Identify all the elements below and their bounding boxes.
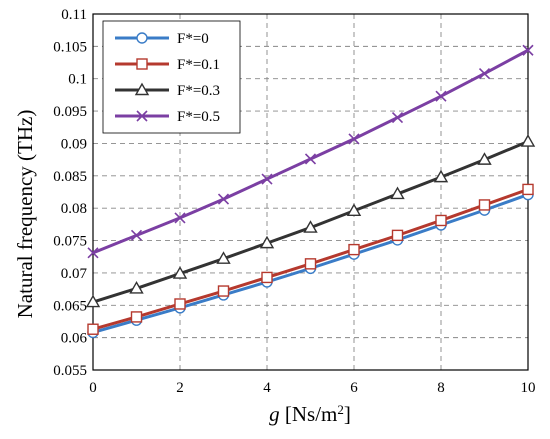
tick-labels: 0.055 0.06 0.065 0.07 0.075 0.08 0.085 0.09 0.09… — [53, 7, 535, 396]
series-layer — [85, 44, 536, 339]
x-tick-label: 2 — [176, 380, 184, 396]
data-point — [477, 152, 492, 165]
series-2 — [85, 134, 536, 308]
data-point — [391, 111, 404, 124]
data-point — [435, 90, 447, 102]
legend-box — [102, 20, 241, 134]
x-axis-variable: g — [269, 402, 280, 426]
data-point — [130, 229, 143, 241]
x-tick-label: 6 — [350, 380, 358, 396]
legend-label: F*=0.3 — [177, 83, 220, 99]
data-point — [87, 247, 99, 259]
legend-marker — [134, 82, 150, 96]
x-axis-unit-exponent: 2 — [337, 402, 344, 417]
x-tick-label: 10 — [521, 380, 536, 396]
x-tick-label: 0 — [89, 380, 97, 396]
y-tick-label: 0.075 — [53, 234, 87, 250]
data-point — [522, 44, 534, 56]
data-point — [478, 67, 491, 80]
y-tick-label: 0.08 — [61, 201, 87, 217]
data-point — [522, 183, 534, 196]
legend-label: F*=0 — [177, 31, 209, 47]
series-3 — [87, 44, 534, 259]
y-tick-label: 0.105 — [53, 39, 87, 55]
x-axis-unit: [Ns/m — [280, 402, 338, 426]
data-point — [390, 186, 405, 200]
data-point — [346, 203, 362, 216]
data-point — [261, 271, 273, 284]
data-point — [129, 281, 144, 294]
legend: F*=0 F*=0.1 F*=0.3 F*=0.5 — [102, 20, 241, 134]
legend-marker — [136, 110, 148, 122]
y-axis-label: Natural frequency (THz) — [13, 110, 37, 319]
y-tick-label: 0.1 — [68, 72, 87, 88]
y-tick-label: 0.065 — [53, 298, 87, 314]
data-point — [348, 243, 360, 256]
legend-item: F*=0.5 — [115, 109, 220, 125]
y-tick-label: 0.095 — [53, 104, 87, 120]
legend-label: F*=0.1 — [177, 57, 220, 73]
y-tick-label: 0.11 — [61, 7, 87, 23]
data-point — [304, 153, 317, 165]
data-point — [261, 173, 273, 185]
x-tick-label: 4 — [263, 380, 271, 396]
data-point — [433, 169, 449, 183]
legend-label: F*=0.5 — [177, 109, 220, 125]
y-tick-label: 0.055 — [53, 363, 87, 379]
y-tick-label: 0.06 — [61, 331, 88, 347]
data-point — [435, 214, 447, 227]
data-point — [130, 311, 143, 323]
y-tick-label: 0.07 — [61, 266, 88, 282]
legend-item: F*=0.3 — [115, 82, 220, 99]
data-point — [259, 235, 275, 249]
legend-marker — [136, 32, 148, 44]
x-tick-label: 8 — [437, 380, 445, 396]
data-point — [216, 251, 231, 264]
y-tick-label: 0.09 — [61, 136, 87, 152]
data-point — [172, 266, 188, 279]
data-point — [174, 212, 186, 224]
data-point — [217, 193, 230, 205]
y-tick-label: 0.085 — [53, 169, 87, 185]
data-point — [303, 220, 318, 233]
data-point — [174, 298, 186, 310]
data-point — [87, 323, 99, 335]
data-point — [391, 229, 404, 242]
data-point — [520, 134, 536, 147]
x-axis-label: g [Ns/m2] — [269, 402, 351, 427]
legend-item: F*=0.1 — [115, 57, 220, 73]
data-point — [304, 258, 317, 270]
data-point — [217, 285, 230, 297]
series-1 — [87, 183, 534, 335]
data-point — [348, 133, 360, 145]
legend-item: F*=0 — [115, 31, 209, 47]
x-axis-unit-end: ] — [344, 402, 351, 426]
legend-marker — [136, 58, 148, 70]
data-point — [478, 199, 491, 211]
data-point — [85, 294, 101, 308]
